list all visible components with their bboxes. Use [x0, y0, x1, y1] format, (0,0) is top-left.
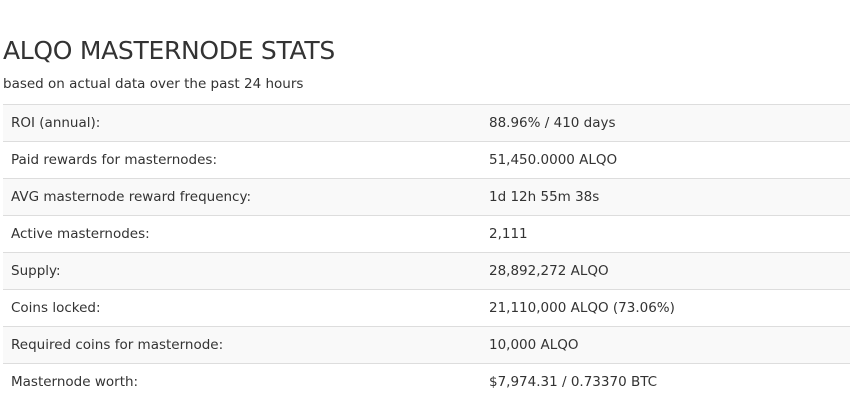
stat-value: 10,000 ALQO	[481, 326, 850, 364]
page-subtitle: based on actual data over the past 24 ho…	[3, 76, 304, 92]
table-row-roi: ROI (annual): 88.96% / 410 days	[3, 104, 850, 142]
stat-value: 51,450.0000 ALQO	[481, 141, 850, 179]
table-row-paid-rewards: Paid rewards for masternodes: 51,450.000…	[3, 141, 850, 179]
stat-label: Supply:	[3, 252, 481, 290]
table-row-required-coins: Required coins for masternode: 10,000 AL…	[3, 326, 850, 364]
stat-label: Coins locked:	[3, 289, 481, 327]
stat-label: Paid rewards for masternodes:	[3, 141, 481, 179]
stat-label: ROI (annual):	[3, 104, 481, 142]
stat-value: 88.96% / 410 days	[481, 104, 850, 142]
stat-value: $7,974.31 / 0.73370 BTC	[481, 363, 850, 400]
table-row-coins-locked: Coins locked: 21,110,000 ALQO (73.06%)	[3, 289, 850, 327]
stat-value: 28,892,272 ALQO	[481, 252, 850, 290]
stat-label: AVG masternode reward frequency:	[3, 178, 481, 216]
table-row-reward-frequency: AVG masternode reward frequency: 1d 12h …	[3, 178, 850, 216]
stat-label: Required coins for masternode:	[3, 326, 481, 364]
table-row-supply: Supply: 28,892,272 ALQO	[3, 252, 850, 290]
stats-table: ROI (annual): 88.96% / 410 days Paid rew…	[3, 104, 850, 400]
stat-label: Masternode worth:	[3, 363, 481, 400]
page-title: ALQO MASTERNODE STATS	[3, 36, 335, 65]
stat-value: 21,110,000 ALQO (73.06%)	[481, 289, 850, 327]
table-row-active-masternodes: Active masternodes: 2,111	[3, 215, 850, 253]
stat-label: Active masternodes:	[3, 215, 481, 253]
stat-value: 2,111	[481, 215, 850, 253]
stat-value: 1d 12h 55m 38s	[481, 178, 850, 216]
table-row-masternode-worth: Masternode worth: $7,974.31 / 0.73370 BT…	[3, 363, 850, 400]
